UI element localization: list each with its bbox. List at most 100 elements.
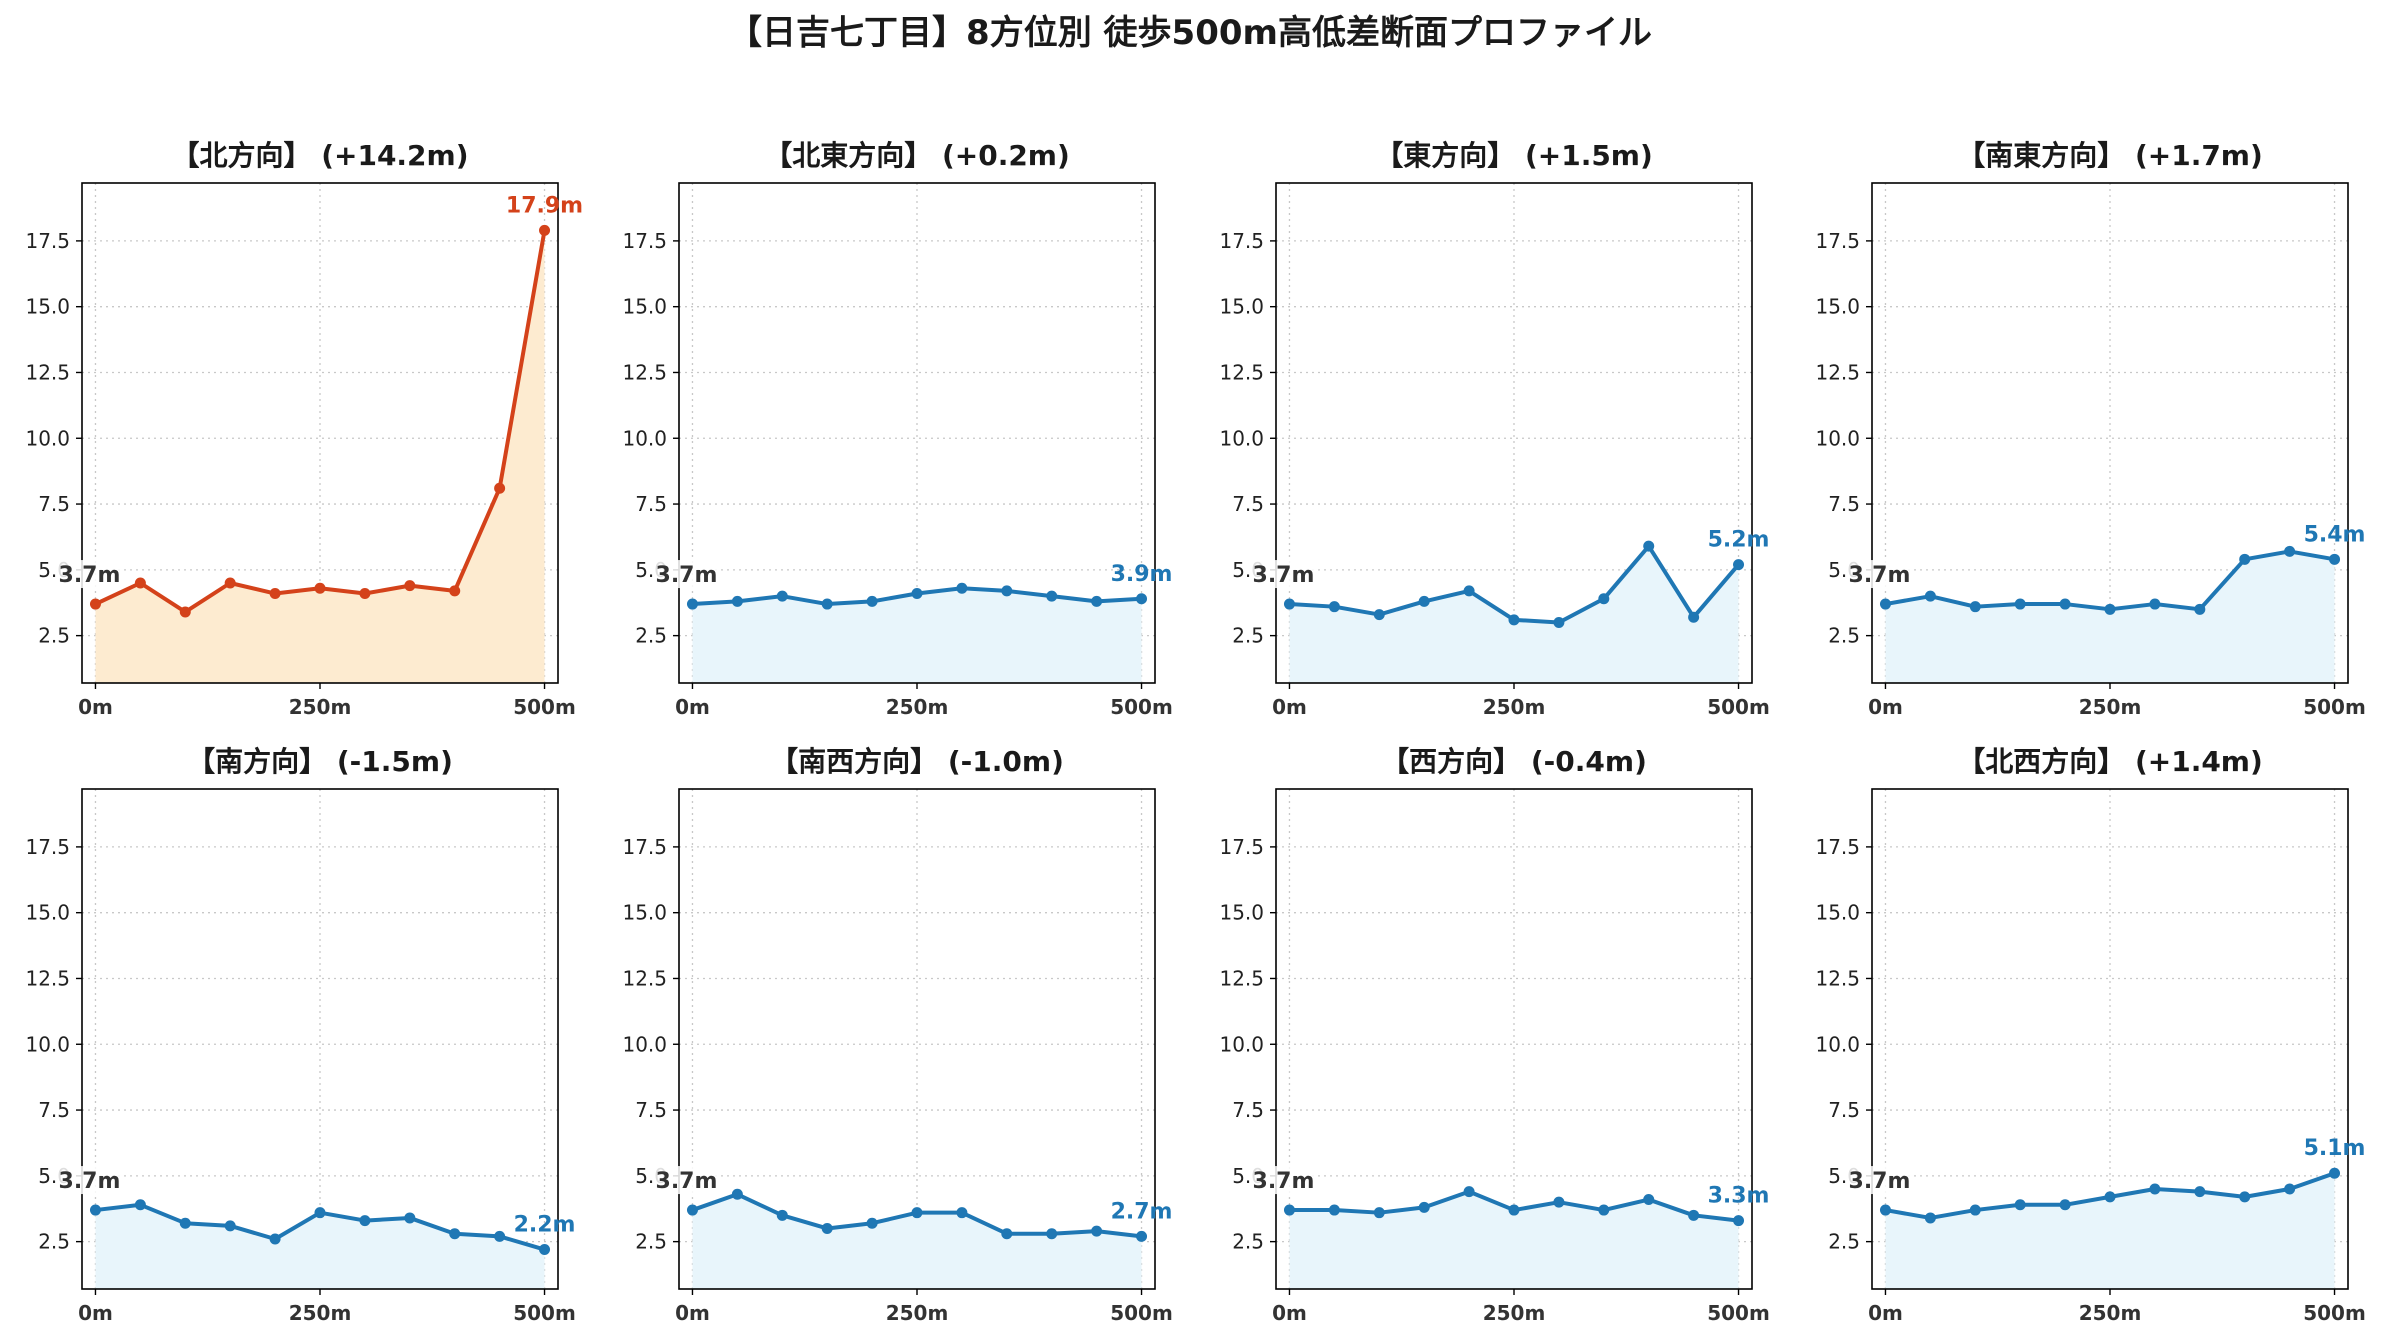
start-label-bg [655,560,718,589]
data-point [2104,603,2116,615]
y-tick-label: 2.5 [1232,624,1264,648]
data-point [2149,1183,2161,1195]
data-point [2194,1186,2206,1198]
profile-area [1289,546,1739,683]
y-tick-label: 2.5 [38,624,70,648]
y-tick-label: 12.5 [1219,360,1264,384]
panel-title: 【南東方向】 (+1.7m) [1957,139,2263,172]
y-tick-label: 7.5 [1232,492,1264,516]
y-tick-label: 10.0 [1815,1032,1860,1056]
y-tick-label: 7.5 [635,1098,667,1122]
data-point [1091,595,1103,607]
panel-7: 【北西方向】 (+1.4m)2.55.07.510.012.515.017.50… [1815,745,2365,1325]
x-tick-label: 0m [78,695,113,719]
data-point [1879,1204,1891,1216]
data-point [2014,598,2026,610]
x-tick-label: 500m [1110,695,1173,719]
data-point [1328,601,1340,613]
y-tick-label: 17.5 [1815,835,1860,859]
y-tick-label: 7.5 [635,492,667,516]
data-point [179,1217,191,1229]
profile-area [692,1194,1142,1289]
data-point [1598,593,1610,605]
data-point [314,582,326,594]
y-tick-label: 17.5 [622,229,667,253]
data-point [1328,1204,1340,1216]
end-elevation-label: 3.9m [1111,562,1173,587]
data-point [134,577,146,589]
data-point [269,588,281,600]
data-point [224,577,236,589]
data-point [1733,559,1745,571]
start-elevation-label: 3.7m [656,1169,718,1194]
profile-area [692,588,1142,683]
data-point [404,580,416,592]
start-label-bg [1848,1166,1911,1195]
data-point [1924,1212,1936,1224]
data-point [1879,598,1891,610]
x-tick-label: 500m [1707,695,1770,719]
data-point [2194,603,2206,615]
data-point [359,1215,371,1227]
data-point [269,1233,281,1245]
panel-1: 【北東方向】 (+0.2m)2.55.07.510.012.515.017.50… [622,139,1172,719]
panel-5: 【南西方向】 (-1.0m)2.55.07.510.012.515.017.50… [622,745,1172,1325]
data-point [1553,616,1565,628]
data-point [1418,1201,1430,1213]
x-tick-label: 500m [2303,1301,2366,1325]
data-point [2329,553,2341,565]
x-tick-label: 500m [1707,1301,1770,1325]
start-label-bg [58,1166,121,1195]
data-point [1283,1204,1295,1216]
y-tick-label: 2.5 [1828,1230,1860,1254]
start-elevation-label: 3.7m [1849,563,1911,588]
start-elevation-label: 3.7m [656,563,718,588]
data-point [2104,1191,2116,1203]
data-point [449,585,461,597]
y-tick-label: 10.0 [25,426,70,450]
panel-title: 【北東方向】 (+0.2m) [764,139,1070,172]
data-point [1924,590,1936,602]
data-point [731,1188,743,1200]
y-tick-label: 12.5 [25,966,70,990]
data-point [1733,1215,1745,1227]
start-elevation-label: 3.7m [1253,563,1315,588]
end-elevation-label: 17.9m [506,193,583,218]
data-point [866,1217,878,1229]
data-point [1463,1186,1475,1198]
data-point [2059,1199,2071,1211]
y-tick-label: 2.5 [1828,624,1860,648]
y-tick-label: 10.0 [622,1032,667,1056]
y-tick-label: 7.5 [1828,492,1860,516]
x-tick-label: 250m [1483,695,1546,719]
data-point [686,598,698,610]
y-tick-label: 7.5 [38,492,70,516]
panel-4: 【南方向】 (-1.5m)2.55.07.510.012.515.017.50m… [25,745,575,1325]
data-point [314,1207,326,1219]
y-tick-label: 10.0 [25,1032,70,1056]
end-elevation-label: 2.2m [514,1213,576,1238]
data-point [911,1207,923,1219]
data-point [1553,1196,1565,1208]
panel-title: 【北方向】 (+14.2m) [171,139,468,172]
data-point [1418,595,1430,607]
data-point [776,1209,788,1221]
profile-area [1885,551,2335,683]
start-elevation-label: 3.7m [1849,1169,1911,1194]
panel-6: 【西方向】 (-0.4m)2.55.07.510.012.515.017.50m… [1219,745,1769,1325]
data-point [539,224,551,236]
data-point [404,1212,416,1224]
y-tick-label: 2.5 [1232,1230,1264,1254]
x-tick-label: 0m [1272,695,1307,719]
y-tick-label: 17.5 [25,229,70,253]
data-point [539,1244,551,1256]
data-point [179,606,191,618]
start-elevation-label: 3.7m [59,1169,121,1194]
data-point [2284,1183,2296,1195]
y-tick-label: 15.0 [1815,901,1860,925]
y-tick-label: 17.5 [1815,229,1860,253]
y-tick-label: 10.0 [622,426,667,450]
y-tick-label: 12.5 [622,360,667,384]
y-tick-label: 15.0 [1219,901,1264,925]
y-tick-label: 7.5 [1828,1098,1860,1122]
